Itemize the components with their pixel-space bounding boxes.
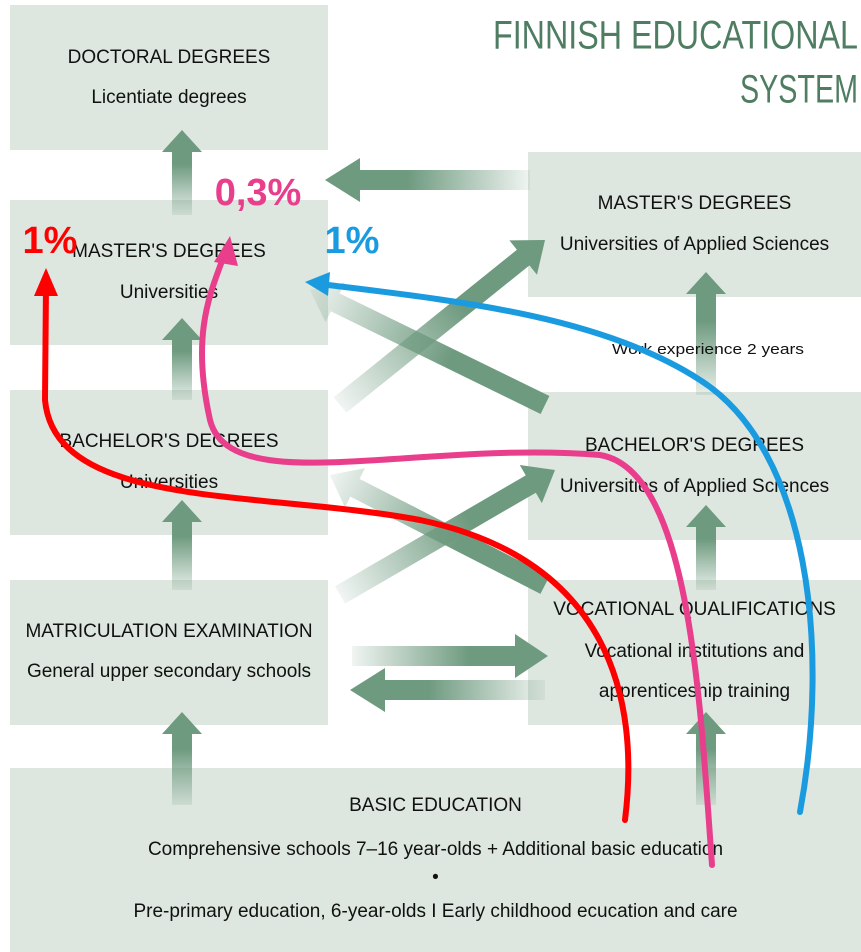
arrow bbox=[162, 318, 202, 400]
box-text: Universities bbox=[120, 282, 218, 303]
arrow bbox=[162, 130, 202, 215]
title-line: SYSTEM bbox=[740, 68, 858, 112]
arrow bbox=[162, 500, 202, 590]
box bbox=[10, 5, 328, 150]
arrow bbox=[329, 468, 550, 594]
pink-curve bbox=[198, 247, 715, 868]
box bbox=[10, 200, 328, 345]
box-text: DOCTORAL DEGREES bbox=[68, 47, 271, 68]
box-text: Pre-primary education, 6-year-olds I Ear… bbox=[133, 901, 737, 922]
box-text: VOCATIONAL QUALIFICATIONS bbox=[553, 599, 836, 620]
blue-curve bbox=[317, 281, 816, 815]
rate: 0,3% bbox=[215, 172, 302, 214]
box-text: MASTER'S DEGREES bbox=[598, 193, 792, 214]
box-text: • bbox=[432, 867, 439, 888]
rate: 1% bbox=[23, 220, 78, 262]
arrow bbox=[350, 668, 545, 712]
arrow bbox=[686, 505, 726, 590]
box-text: Universities of Applied Sciences bbox=[560, 234, 829, 255]
box-text: BASIC EDUCATION bbox=[349, 795, 522, 816]
pink-head bbox=[214, 236, 238, 266]
box-text: General upper secondary schools bbox=[27, 661, 311, 682]
red-head bbox=[34, 268, 58, 296]
arrow bbox=[325, 158, 530, 202]
rate: 1% bbox=[325, 220, 380, 262]
title-line: FINNISH EDUCATIONAL bbox=[493, 14, 858, 58]
box bbox=[10, 768, 861, 952]
arrow bbox=[333, 239, 546, 413]
box-text: Comprehensive schools 7–16 year-olds + A… bbox=[148, 839, 723, 860]
box-text: MATRICULATION EXAMINATION bbox=[25, 621, 312, 642]
arrow bbox=[352, 634, 548, 678]
red-curve bbox=[41, 282, 632, 823]
note: Work experience 2 years bbox=[612, 341, 804, 358]
box-text: BACHELOR'S DEGREES bbox=[59, 431, 278, 452]
box-text: Universities bbox=[120, 472, 218, 493]
box bbox=[528, 392, 861, 540]
box-text: Universities of Applied Sciences bbox=[560, 476, 829, 497]
box bbox=[10, 580, 328, 725]
blue-head bbox=[305, 272, 330, 296]
box-text: Licentiate degrees bbox=[91, 87, 246, 108]
box bbox=[528, 152, 861, 297]
box-text: MASTER'S DEGREES bbox=[72, 241, 266, 262]
arrow bbox=[310, 282, 550, 414]
box-text: BACHELOR'S DEGREES bbox=[585, 435, 804, 456]
arrow bbox=[686, 272, 726, 395]
box-text: apprenticeship training bbox=[599, 681, 790, 702]
arrow bbox=[162, 712, 202, 805]
